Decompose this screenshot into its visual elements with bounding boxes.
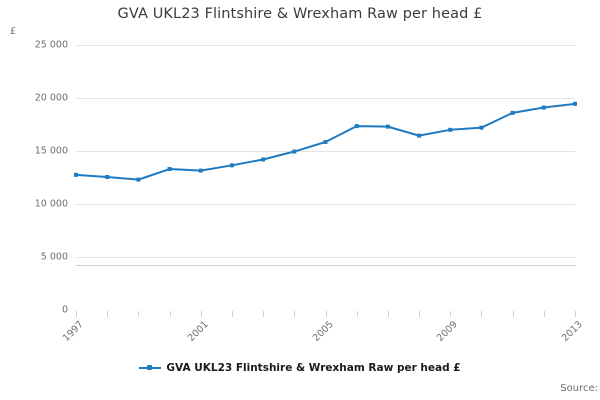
data-point-marker[interactable] [292,149,297,154]
legend-line-marker-icon [139,363,162,373]
data-point-marker[interactable] [167,167,172,172]
data-point-marker[interactable] [261,157,266,162]
x-axis-tick [575,311,576,317]
x-axis-tick [200,311,202,317]
y-axis-unit-label: £ [10,26,17,37]
data-point-marker[interactable] [229,163,234,168]
x-axis-tick [138,311,140,317]
y-axis-tick-label: 5 000 [40,251,68,263]
data-point-marker[interactable] [385,124,390,129]
plot-area [74,45,577,310]
x-axis-tick [387,311,389,317]
data-point-marker[interactable] [105,174,110,179]
data-point-marker[interactable] [448,127,453,132]
series-line-chart [74,101,577,182]
x-axis-tick [76,311,77,317]
x-axis-tick [169,311,171,317]
x-axis-tick [231,311,233,317]
y-axis-tick-label: 20 000 [34,92,68,104]
x-axis-tick [356,311,358,317]
data-point-marker[interactable] [573,101,577,106]
x-axis-tick [107,311,109,317]
data-point-marker[interactable] [510,110,515,115]
data-point-marker[interactable] [479,125,484,130]
data-point-marker[interactable] [198,168,203,173]
legend-item-label: GVA UKL23 Flintshire & Wrexham Raw per h… [166,362,461,374]
x-axis-tick [294,311,296,317]
x-axis-tick [481,311,483,317]
data-point-marker[interactable] [323,139,328,144]
chart-legend: GVA UKL23 Flintshire & Wrexham Raw per h… [0,362,600,374]
source-note: Source: [560,383,598,394]
data-point-marker[interactable] [417,133,422,138]
data-point-marker[interactable] [541,105,546,110]
gridline [76,257,575,258]
x-axis-tick [512,311,514,317]
chart-title: GVA UKL23 Flintshire & Wrexham Raw per h… [117,6,483,22]
y-axis-tick-label: 15 000 [34,145,68,157]
gridline [76,151,575,152]
gridline [76,98,575,99]
x-axis-tick [263,311,265,317]
data-point-marker[interactable] [136,177,141,182]
y-axis-tick-label: 25 000 [34,39,68,51]
x-axis-tick [419,311,421,317]
x-axis-tick [450,311,452,317]
y-axis-tick-labels: 0 5 000 10 000 15 000 20 000 25 000 [0,40,68,316]
legend-item[interactable]: GVA UKL23 Flintshire & Wrexham Raw per h… [139,362,461,374]
x-axis-tick [543,311,545,317]
data-point-marker[interactable] [354,124,359,129]
y-axis-tick-label: 0 [61,304,68,316]
y-axis-tick-label: 10 000 [34,198,68,210]
x-axis-line [76,265,576,266]
x-axis-tick [325,311,327,317]
data-point-marker[interactable] [74,172,78,177]
gridline [76,45,575,46]
gridline [76,204,575,205]
